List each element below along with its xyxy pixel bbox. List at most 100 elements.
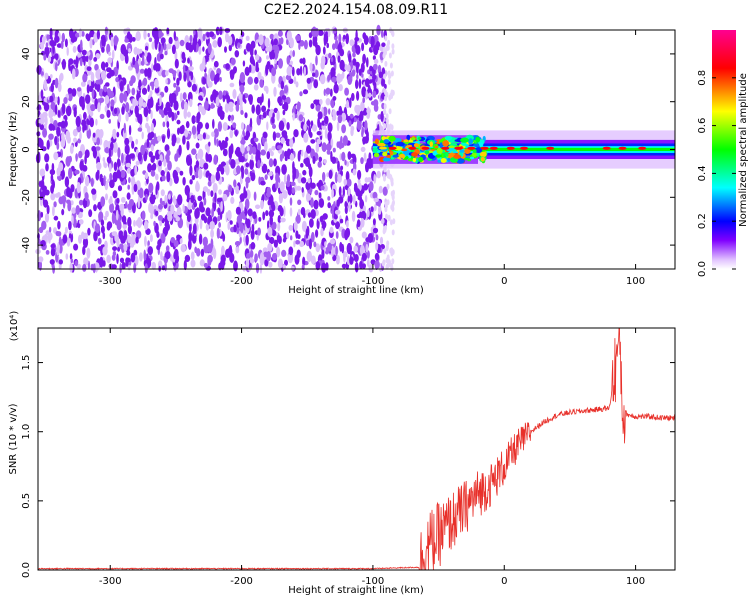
heatmap-cell bbox=[143, 249, 146, 261]
heatmap-cell bbox=[295, 230, 299, 239]
heatmap-cell bbox=[151, 261, 156, 270]
heatmap-cell bbox=[378, 71, 383, 79]
heatmap-cell bbox=[232, 89, 237, 99]
heatmap-cell bbox=[365, 243, 369, 253]
heatmap-cell bbox=[290, 181, 296, 187]
heatmap-cell bbox=[52, 205, 55, 217]
heatmap-cell bbox=[238, 93, 243, 101]
heatmap-cell bbox=[126, 167, 132, 174]
heatmap-cell bbox=[480, 156, 485, 162]
heatmap-cell bbox=[97, 201, 101, 209]
heatmap-cell bbox=[305, 228, 309, 239]
heatmap-cell bbox=[164, 194, 167, 204]
heatmap-cell bbox=[338, 105, 343, 116]
heatmap-cell bbox=[383, 73, 386, 80]
heatmap-cell bbox=[141, 131, 144, 140]
heatmap-cell bbox=[234, 241, 241, 246]
heatmap-cell bbox=[310, 209, 316, 219]
snr-x-ticks: -300 -200 -100 0 100 bbox=[99, 328, 645, 587]
heatmap-cell bbox=[252, 211, 257, 220]
colorbar-tick-label: 0.0 bbox=[697, 261, 708, 277]
heatmap-cell bbox=[226, 210, 232, 221]
heatmap-cell bbox=[107, 57, 113, 64]
heatmap-cell bbox=[373, 197, 379, 203]
heatmap-cell bbox=[228, 184, 233, 193]
heatmap-cell bbox=[149, 96, 154, 107]
heatmap-cell bbox=[367, 233, 374, 243]
heatmap-cell bbox=[391, 48, 395, 55]
heatmap-cell bbox=[75, 32, 80, 38]
heatmap-cell bbox=[454, 146, 463, 150]
heatmap-cell bbox=[38, 259, 43, 271]
heatmap-cell bbox=[44, 72, 49, 80]
heatmap-cell bbox=[360, 62, 365, 73]
heatmap-cell bbox=[383, 46, 386, 53]
heatmap-cell bbox=[82, 263, 87, 272]
heatmap-cell bbox=[95, 53, 101, 60]
heatmap-cell bbox=[172, 169, 178, 180]
heatmap-cell bbox=[339, 59, 345, 71]
heatmap-cell bbox=[197, 121, 203, 129]
heatmap-cell bbox=[262, 111, 267, 119]
heatmap-cell bbox=[100, 70, 107, 81]
heatmap-cell bbox=[276, 145, 282, 150]
heatmap-cell bbox=[386, 183, 390, 190]
heatmap-cell bbox=[85, 55, 89, 63]
heatmap-cell bbox=[188, 221, 192, 233]
heatmap-cell bbox=[96, 68, 102, 80]
heatmap-cell bbox=[281, 95, 287, 100]
heatmap-cell bbox=[369, 181, 374, 192]
heatmap-cell bbox=[61, 195, 67, 204]
heatmap-cell bbox=[78, 234, 82, 244]
heatmap-cell bbox=[196, 153, 199, 161]
heatmap-cell bbox=[265, 210, 269, 217]
heatmap-cell bbox=[280, 217, 286, 223]
heatmap-cell bbox=[341, 124, 346, 134]
heatmap-cell bbox=[301, 149, 304, 157]
heatmap-cell bbox=[363, 152, 367, 162]
heatmap-cell bbox=[418, 156, 424, 163]
heatmap-cell bbox=[244, 66, 250, 77]
heatmap-cell bbox=[393, 146, 403, 151]
heatmap-cell bbox=[255, 54, 260, 61]
heatmap-cell bbox=[52, 41, 57, 47]
heatmap-cell bbox=[255, 204, 261, 210]
heatmap-cell bbox=[165, 78, 168, 85]
heatmap-cell bbox=[116, 158, 121, 167]
heatmap-cell bbox=[348, 53, 352, 63]
heatmap-cell bbox=[261, 163, 268, 174]
heatmap-cell bbox=[106, 254, 111, 264]
heatmap-cell bbox=[335, 231, 339, 239]
heatmap-cell bbox=[178, 144, 182, 156]
heatmap-cell bbox=[218, 90, 223, 100]
heatmap-cell bbox=[332, 96, 337, 101]
heatmap-cell bbox=[287, 252, 294, 264]
heatmap-cell bbox=[344, 87, 349, 96]
heatmap-cell bbox=[83, 111, 87, 120]
heatmap-cell bbox=[72, 45, 77, 53]
heatmap-cell bbox=[53, 201, 57, 208]
heatmap-cell bbox=[337, 256, 340, 262]
heatmap-cell bbox=[66, 236, 71, 247]
heatmap-cell bbox=[195, 180, 199, 191]
heatmap-cell bbox=[288, 224, 293, 231]
heatmap-cell bbox=[267, 220, 270, 230]
heatmap-cell bbox=[119, 203, 125, 210]
heatmap-cell bbox=[58, 74, 62, 85]
heatmap-cell bbox=[217, 215, 221, 222]
heatmap-cell bbox=[391, 249, 395, 255]
heatmap-cell bbox=[338, 33, 342, 44]
heatmap-cell bbox=[57, 82, 62, 93]
heatmap-cell bbox=[361, 129, 364, 138]
heatmap-cell bbox=[144, 172, 149, 180]
heatmap-cell bbox=[73, 137, 77, 143]
heatmap-cell bbox=[280, 80, 285, 90]
heatmap-cell bbox=[286, 66, 292, 76]
heatmap-cell bbox=[119, 263, 122, 274]
heatmap-cell bbox=[307, 212, 312, 218]
heatmap-cell bbox=[418, 152, 427, 156]
heatmap-cell bbox=[133, 220, 136, 227]
heatmap-cell bbox=[54, 53, 59, 61]
heatmap-cell bbox=[381, 78, 385, 87]
heatmap-cell bbox=[255, 66, 260, 73]
